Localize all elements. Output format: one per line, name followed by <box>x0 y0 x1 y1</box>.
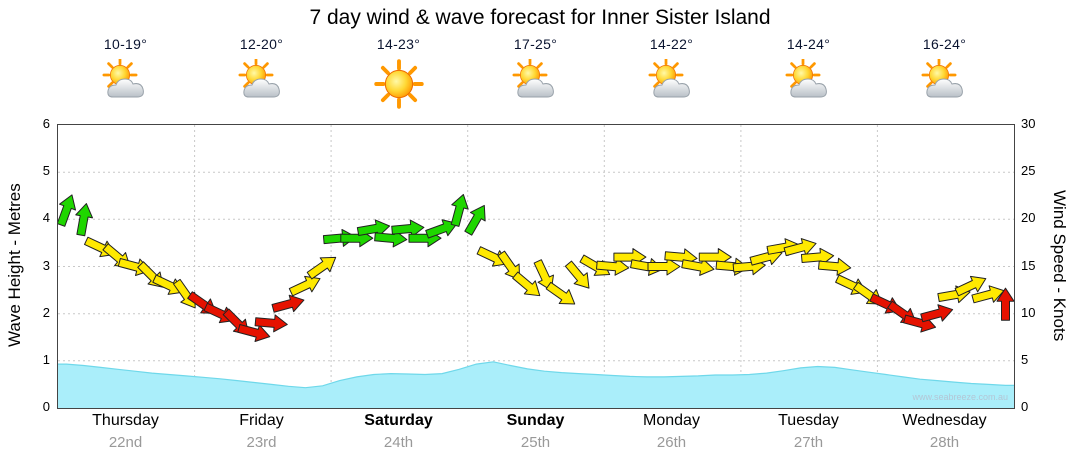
sun-icon <box>376 61 422 107</box>
day-label: Saturday <box>330 412 467 430</box>
right-axis-tick: 10 <box>1021 305 1055 321</box>
partly-cloudy-icon <box>647 59 697 109</box>
temperature-range: 16-24° <box>876 36 1013 52</box>
partly-cloudy-icon <box>920 59 970 109</box>
left-axis-tick: 2 <box>16 305 50 321</box>
chart-title: 7 day wind & wave forecast for Inner Sis… <box>0 6 1080 30</box>
day-footer: Tuesday 27th <box>740 412 877 451</box>
day-footer: Sunday 25th <box>467 412 604 451</box>
temperature-range: 17-25° <box>467 36 604 52</box>
temperature-range: 10-19° <box>57 36 194 52</box>
watermark: www.seabreeze.com.au <box>912 392 1008 402</box>
left-axis-tick: 0 <box>16 399 50 415</box>
temperature-range: 14-22° <box>603 36 740 52</box>
day-date: 28th <box>876 434 1013 451</box>
day-header: 12-20° <box>193 36 330 109</box>
day-date: 22nd <box>57 434 194 451</box>
day-footer: Friday 23rd <box>193 412 330 451</box>
right-axis-tick: 5 <box>1021 352 1055 368</box>
day-header: 16-24° <box>876 36 1013 109</box>
left-axis-tick: 1 <box>16 352 50 368</box>
day-header: 10-19° <box>57 36 194 109</box>
right-axis-tick: 25 <box>1021 163 1055 179</box>
partly-cloudy-icon <box>101 59 151 109</box>
day-header: 17-25° <box>467 36 604 109</box>
left-axis-tick: 6 <box>16 116 50 132</box>
day-date: 23rd <box>193 434 330 451</box>
day-date: 25th <box>467 434 604 451</box>
chart-plot-area: www.seabreeze.com.au <box>57 124 1015 409</box>
temperature-range: 14-24° <box>740 36 877 52</box>
right-axis-tick: 15 <box>1021 258 1055 274</box>
right-axis-tick: 20 <box>1021 210 1055 226</box>
day-label: Wednesday <box>876 412 1013 430</box>
day-footer: Thursday 22nd <box>57 412 194 451</box>
day-footer: Wednesday 28th <box>876 412 1013 451</box>
partly-cloudy-icon <box>511 59 561 109</box>
day-footer: Monday 26th <box>603 412 740 451</box>
day-header: 14-22° <box>603 36 740 109</box>
day-label: Thursday <box>57 412 194 430</box>
day-label: Friday <box>193 412 330 430</box>
left-axis-tick: 3 <box>16 258 50 274</box>
day-date: 26th <box>603 434 740 451</box>
right-axis-tick: 30 <box>1021 116 1055 132</box>
temperature-range: 12-20° <box>193 36 330 52</box>
left-axis-tick: 4 <box>16 210 50 226</box>
day-label: Monday <box>603 412 740 430</box>
day-header: 14-24° <box>740 36 877 109</box>
day-label: Sunday <box>467 412 604 430</box>
temperature-range: 14-23° <box>330 36 467 52</box>
chart-canvas <box>58 125 1014 408</box>
sunny-icon <box>374 59 424 109</box>
partly-cloudy-icon <box>784 59 834 109</box>
day-label: Tuesday <box>740 412 877 430</box>
day-date: 27th <box>740 434 877 451</box>
forecast-chart: 7 day wind & wave forecast for Inner Sis… <box>0 0 1080 475</box>
day-header: 14-23° <box>330 36 467 109</box>
left-axis-tick: 5 <box>16 163 50 179</box>
right-axis-tick: 0 <box>1021 399 1055 415</box>
partly-cloudy-icon <box>237 59 287 109</box>
day-date: 24th <box>330 434 467 451</box>
day-footer: Saturday 24th <box>330 412 467 451</box>
